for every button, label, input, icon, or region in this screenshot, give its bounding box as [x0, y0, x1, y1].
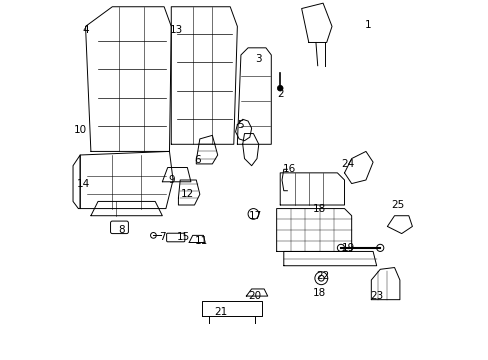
Text: 15: 15: [177, 232, 190, 242]
Text: 18: 18: [312, 203, 325, 213]
Text: 22: 22: [316, 271, 329, 282]
Text: 23: 23: [369, 291, 383, 301]
Text: 17: 17: [248, 211, 261, 221]
Text: 13: 13: [170, 25, 183, 35]
Text: 1: 1: [364, 19, 370, 30]
Text: 19: 19: [341, 243, 354, 253]
Text: 3: 3: [255, 54, 262, 64]
Text: 6: 6: [194, 156, 201, 165]
Text: 10: 10: [74, 125, 86, 135]
Circle shape: [277, 85, 283, 91]
Text: 14: 14: [77, 179, 90, 189]
Text: 16: 16: [282, 164, 295, 174]
Text: 12: 12: [181, 189, 194, 199]
Text: 7: 7: [159, 232, 165, 242]
Text: 24: 24: [341, 159, 354, 169]
Text: 18: 18: [312, 288, 325, 297]
Text: 4: 4: [82, 25, 89, 35]
Text: 20: 20: [248, 291, 261, 301]
Text: 25: 25: [391, 200, 404, 210]
Text: 5: 5: [237, 120, 244, 130]
Text: 11: 11: [195, 236, 208, 246]
Text: 2: 2: [276, 89, 283, 99]
Text: 9: 9: [167, 175, 174, 185]
Text: 21: 21: [214, 307, 227, 317]
Text: 8: 8: [118, 225, 124, 235]
